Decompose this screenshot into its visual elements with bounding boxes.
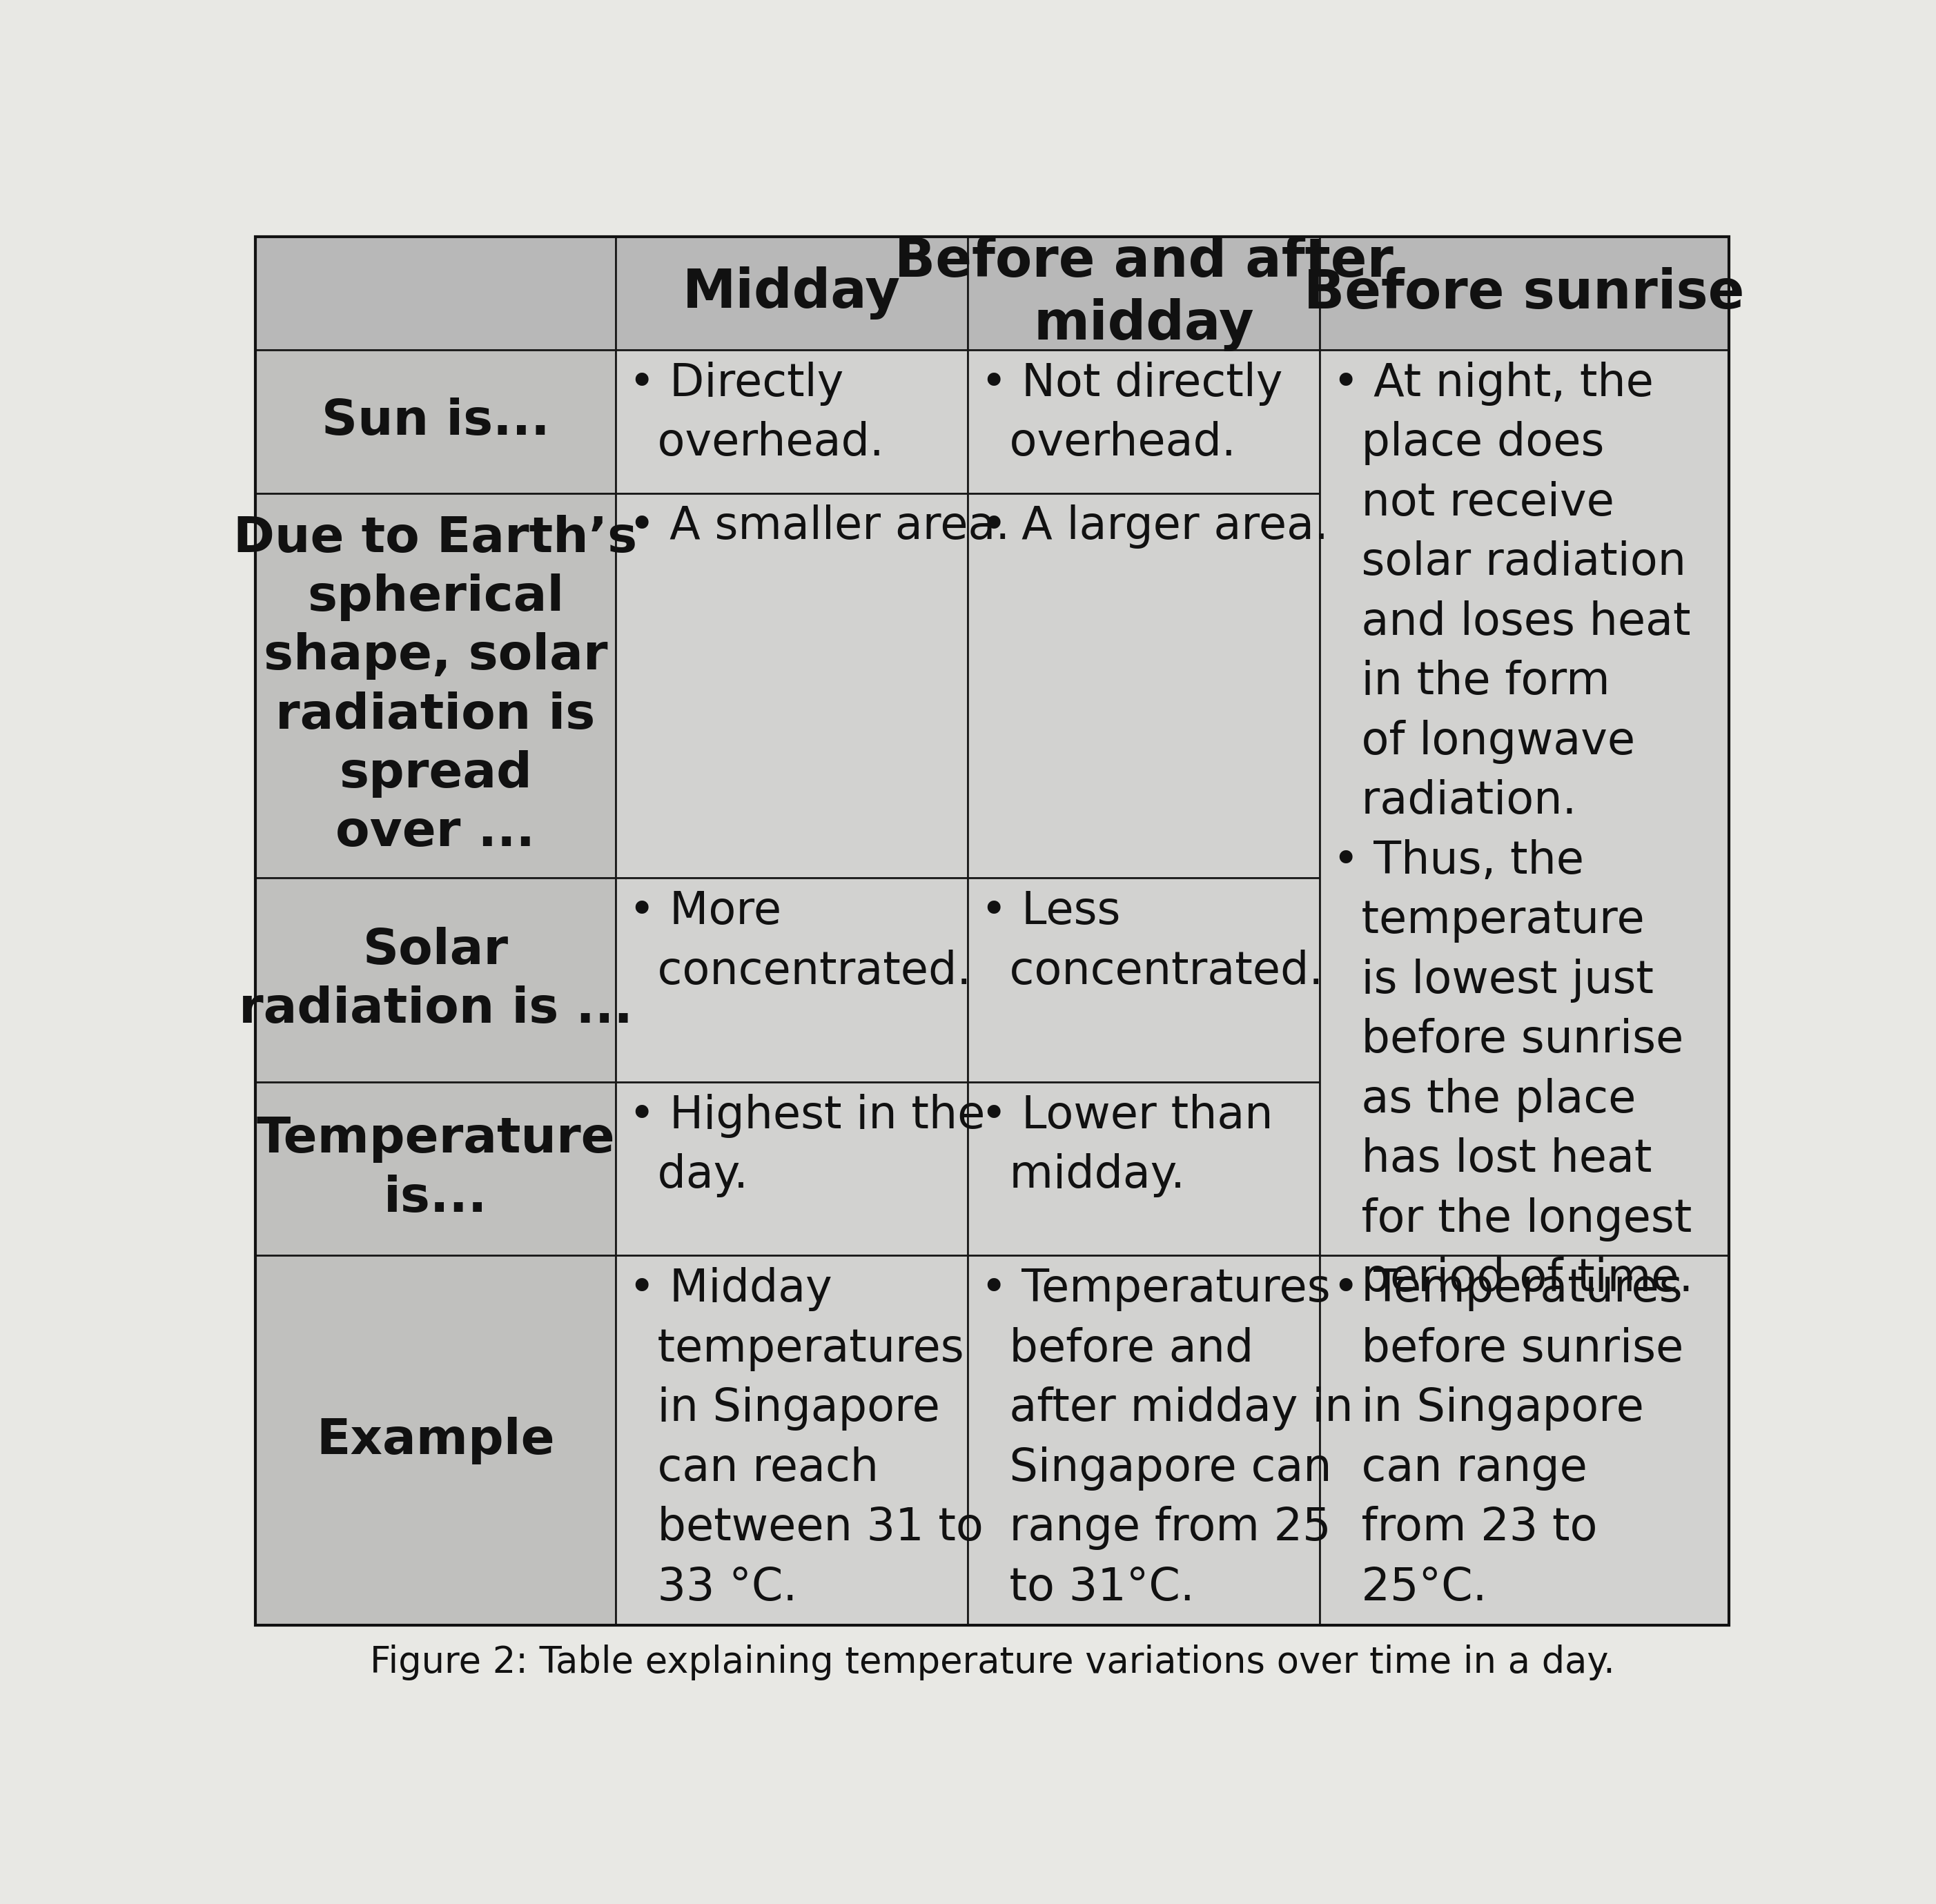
Bar [616,878,968,1081]
Text: • A larger area.: • A larger area. [982,505,1328,548]
Bar [616,350,968,493]
Text: • Not directly
  overhead.: • Not directly overhead. [982,362,1284,465]
Text: • Directly
  overhead.: • Directly overhead. [629,362,885,465]
Text: • Highest in the
  day.: • Highest in the day. [629,1093,985,1198]
Text: Temperature
is...: Temperature is... [256,1116,616,1222]
Text: • Temperatures
  before sunrise
  in Singapore
  can range
  from 23 to
  25°C.: • Temperatures before sunrise in Singapo… [1334,1268,1684,1611]
Text: Example: Example [316,1417,556,1464]
Text: • Lower than
  midday.: • Lower than midday. [982,1093,1274,1198]
Bar [1320,236,1729,350]
Text: Midday: Midday [683,267,900,320]
Bar [256,878,616,1081]
Bar [968,350,1320,493]
Bar [968,236,1320,350]
Bar [616,493,968,878]
Bar [968,1255,1320,1626]
Bar [256,1255,616,1626]
Bar [968,1081,1320,1255]
Bar [256,493,616,878]
Bar [616,236,968,350]
Bar [256,236,616,350]
Bar [1320,1255,1729,1626]
Text: • More
  concentrated.: • More concentrated. [629,889,972,994]
Text: • A smaller area.: • A smaller area. [629,505,1011,548]
Text: • At night, the
  place does
  not receive
  solar radiation
  and loses heat
  : • At night, the place does not receive s… [1334,362,1694,1300]
Text: • Temperatures
  before and
  after midday in
  Singapore can
  range from 25
  : • Temperatures before and after midday i… [982,1268,1353,1611]
Text: • Less
  concentrated.: • Less concentrated. [982,889,1324,994]
Bar [968,493,1320,878]
Bar [256,350,616,493]
Text: Solar
radiation is ...: Solar radiation is ... [238,927,633,1034]
Text: Before and after
midday: Before and after midday [894,234,1394,350]
Bar [1320,350,1729,1255]
Text: Before sunrise: Before sunrise [1305,267,1744,320]
Bar [256,1081,616,1255]
Bar [968,878,1320,1081]
Text: Due to Earth’s
spherical
shape, solar
radiation is
spread
over ...: Due to Earth’s spherical shape, solar ra… [234,514,637,857]
Bar [616,1255,968,1626]
Bar [616,1081,968,1255]
Text: Figure 2: Table explaining temperature variations over time in a day.: Figure 2: Table explaining temperature v… [370,1645,1615,1681]
Text: Sun is...: Sun is... [321,398,550,446]
Text: • Midday
  temperatures
  in Singapore
  can reach
  between 31 to
  33 °C.: • Midday temperatures in Singapore can r… [629,1268,983,1611]
